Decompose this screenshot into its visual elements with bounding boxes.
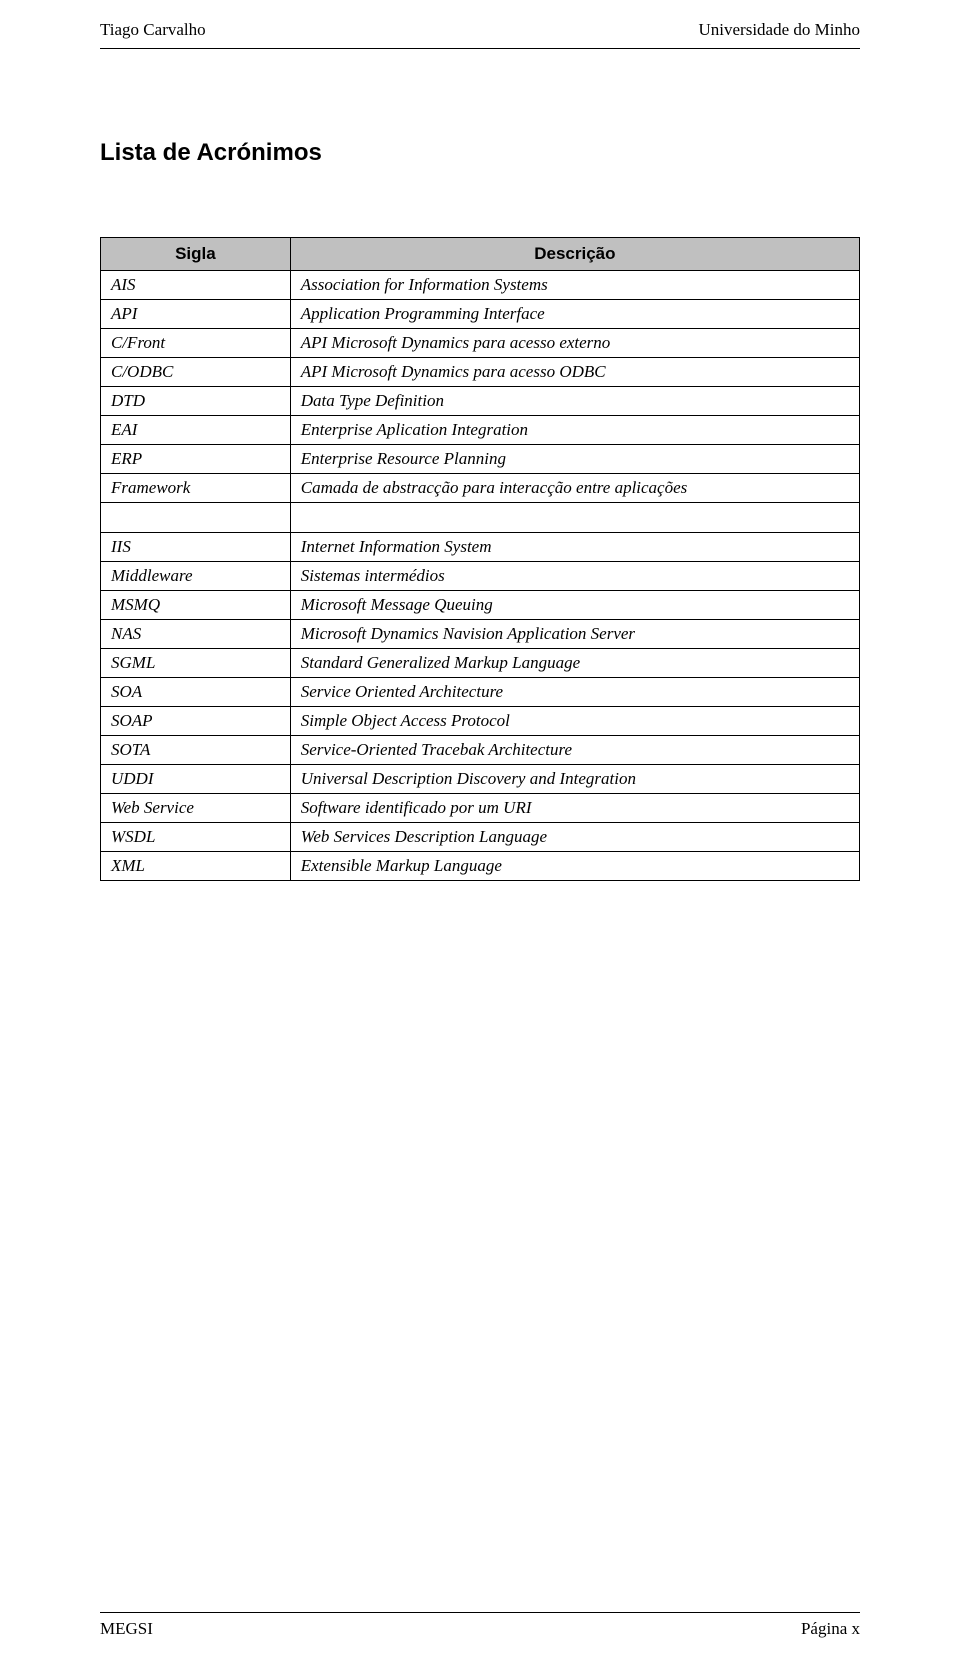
table-row: MSMQMicrosoft Message Queuing (101, 591, 860, 620)
page-content: Lista de Acrónimos Sigla Descrição AISAs… (100, 139, 860, 881)
table-row: SGMLStandard Generalized Markup Language (101, 649, 860, 678)
cell-descricao: Service-Oriented Tracebak Architecture (290, 736, 859, 765)
table-row: APIApplication Programming Interface (101, 300, 860, 329)
cell-descricao: Web Services Description Language (290, 823, 859, 852)
cell-sigla: SOAP (101, 707, 291, 736)
cell-sigla: Web Service (101, 794, 291, 823)
cell-sigla: EAI (101, 416, 291, 445)
cell-descricao: Data Type Definition (290, 387, 859, 416)
table-row: AISAssociation for Information Systems (101, 271, 860, 300)
cell-sigla: DTD (101, 387, 291, 416)
table-header-row: Sigla Descrição (101, 238, 860, 271)
col-header-descricao: Descrição (290, 238, 859, 271)
table-row: WSDLWeb Services Description Language (101, 823, 860, 852)
cell-descricao: Universal Description Discovery and Inte… (290, 765, 859, 794)
table-row: C/ODBCAPI Microsoft Dynamics para acesso… (101, 358, 860, 387)
table-row: SOAPSimple Object Access Protocol (101, 707, 860, 736)
spacer-cell (290, 503, 859, 533)
table-row: FrameworkCamada de abstracção para inter… (101, 474, 860, 503)
cell-sigla: WSDL (101, 823, 291, 852)
table-row: C/FrontAPI Microsoft Dynamics para acess… (101, 329, 860, 358)
cell-sigla: ERP (101, 445, 291, 474)
cell-descricao: Simple Object Access Protocol (290, 707, 859, 736)
header-institution: Universidade do Minho (699, 20, 860, 40)
acronyms-table: Sigla Descrição AISAssociation for Infor… (100, 237, 860, 881)
footer-left: MEGSI (100, 1619, 153, 1639)
cell-sigla: Middleware (101, 562, 291, 591)
cell-descricao: Enterprise Resource Planning (290, 445, 859, 474)
cell-sigla: API (101, 300, 291, 329)
table-row: Web ServiceSoftware identificado por um … (101, 794, 860, 823)
cell-sigla: MSMQ (101, 591, 291, 620)
cell-descricao: Extensible Markup Language (290, 852, 859, 881)
cell-sigla: AIS (101, 271, 291, 300)
cell-descricao: Enterprise Aplication Integration (290, 416, 859, 445)
cell-descricao: Software identificado por um URI (290, 794, 859, 823)
footer-right: Página x (801, 1619, 860, 1639)
cell-descricao: Standard Generalized Markup Language (290, 649, 859, 678)
cell-descricao: Association for Information Systems (290, 271, 859, 300)
cell-sigla: UDDI (101, 765, 291, 794)
table-row: XMLExtensible Markup Language (101, 852, 860, 881)
cell-descricao: Microsoft Message Queuing (290, 591, 859, 620)
cell-sigla: XML (101, 852, 291, 881)
cell-descricao: Microsoft Dynamics Navision Application … (290, 620, 859, 649)
cell-sigla: SOTA (101, 736, 291, 765)
cell-descricao: Sistemas intermédios (290, 562, 859, 591)
cell-sigla: C/ODBC (101, 358, 291, 387)
table-row: DTDData Type Definition (101, 387, 860, 416)
cell-sigla: NAS (101, 620, 291, 649)
page-footer: MEGSI Página x (100, 1612, 860, 1639)
col-header-sigla: Sigla (101, 238, 291, 271)
cell-descricao: Service Oriented Architecture (290, 678, 859, 707)
cell-descricao: API Microsoft Dynamics para acesso ODBC (290, 358, 859, 387)
cell-sigla: C/Front (101, 329, 291, 358)
table-row: NASMicrosoft Dynamics Navision Applicati… (101, 620, 860, 649)
table-row: SOTAService-Oriented Tracebak Architectu… (101, 736, 860, 765)
cell-descricao: API Microsoft Dynamics para acesso exter… (290, 329, 859, 358)
header-author: Tiago Carvalho (100, 20, 206, 40)
cell-descricao: Camada de abstracção para interacção ent… (290, 474, 859, 503)
table-row: IISInternet Information System (101, 533, 860, 562)
cell-descricao: Internet Information System (290, 533, 859, 562)
table-row: UDDIUniversal Description Discovery and … (101, 765, 860, 794)
spacer-row (101, 503, 860, 533)
cell-sigla: SGML (101, 649, 291, 678)
cell-sigla: SOA (101, 678, 291, 707)
page-header: Tiago Carvalho Universidade do Minho (100, 0, 860, 49)
cell-descricao: Application Programming Interface (290, 300, 859, 329)
spacer-cell (101, 503, 291, 533)
cell-sigla: IIS (101, 533, 291, 562)
table-row: MiddlewareSistemas intermédios (101, 562, 860, 591)
table-row: ERPEnterprise Resource Planning (101, 445, 860, 474)
cell-sigla: Framework (101, 474, 291, 503)
table-row: SOAService Oriented Architecture (101, 678, 860, 707)
table-row: EAIEnterprise Aplication Integration (101, 416, 860, 445)
page-title: Lista de Acrónimos (100, 139, 860, 167)
